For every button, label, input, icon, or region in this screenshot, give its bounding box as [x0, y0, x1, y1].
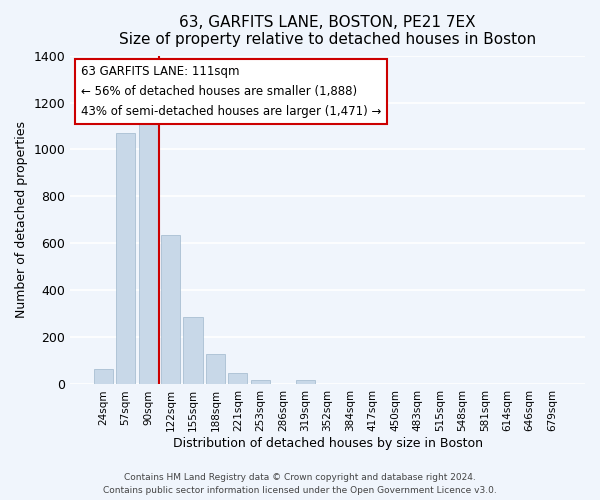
Bar: [94, 369, 113, 384]
Bar: [251, 380, 270, 384]
Text: Contains HM Land Registry data © Crown copyright and database right 2024.
Contai: Contains HM Land Registry data © Crown c…: [103, 474, 497, 495]
Bar: [229, 373, 247, 384]
Bar: [139, 113, 158, 384]
Bar: [116, 133, 135, 384]
Bar: [296, 380, 315, 384]
Bar: [161, 236, 180, 384]
Bar: [184, 318, 203, 384]
Title: 63, GARFITS LANE, BOSTON, PE21 7EX
Size of property relative to detached houses : 63, GARFITS LANE, BOSTON, PE21 7EX Size …: [119, 15, 536, 48]
Bar: [206, 354, 225, 384]
Text: 63 GARFITS LANE: 111sqm
← 56% of detached houses are smaller (1,888)
43% of semi: 63 GARFITS LANE: 111sqm ← 56% of detache…: [80, 66, 381, 118]
X-axis label: Distribution of detached houses by size in Boston: Distribution of detached houses by size …: [173, 437, 482, 450]
Y-axis label: Number of detached properties: Number of detached properties: [15, 122, 28, 318]
